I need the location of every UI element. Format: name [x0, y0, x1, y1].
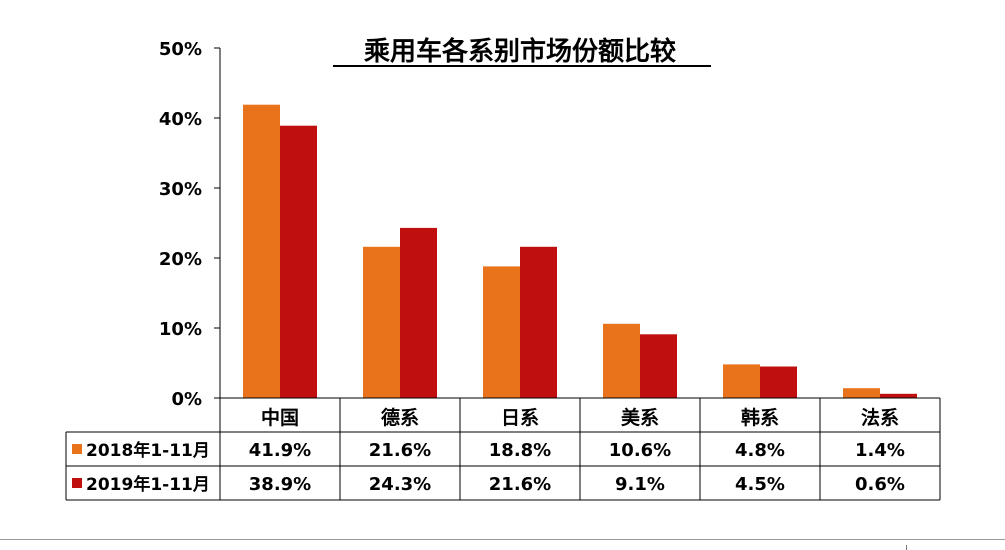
- x-tick-label: 法系: [861, 406, 899, 429]
- data-label: 18.8%: [489, 440, 551, 461]
- x-tick-label: 韩系: [741, 406, 779, 429]
- data-label: 1.4%: [855, 440, 905, 461]
- data-label: 21.6%: [489, 474, 551, 495]
- bottom-divider: [0, 539, 1005, 540]
- legend-swatch: [72, 444, 82, 454]
- bar-2018: [483, 266, 520, 398]
- bar-2019: [400, 227, 437, 398]
- y-tick-label: 10%: [159, 319, 202, 340]
- y-tick-label: 50%: [159, 39, 202, 60]
- x-tick-label: 美系: [621, 406, 659, 429]
- chart-title: 乘用车各系别市场份额比较: [363, 36, 676, 67]
- legend-label: 2019年1-11月: [86, 474, 210, 495]
- bar-2018: [243, 104, 280, 398]
- bar-2018: [843, 388, 880, 398]
- data-label: 41.9%: [249, 440, 311, 461]
- plot-area: 0% 10% 20% 30% 40% 50%: [159, 39, 917, 410]
- data-label: 21.6%: [369, 440, 431, 461]
- bar-2019: [280, 125, 317, 398]
- data-label: 4.5%: [735, 474, 785, 495]
- x-tick-label: 德系: [381, 406, 419, 429]
- bar-2018: [723, 364, 760, 398]
- bar-2019: [760, 366, 797, 398]
- bar-2019: [880, 393, 917, 398]
- y-tick-label: 20%: [159, 249, 202, 270]
- data-label: 0.6%: [855, 474, 905, 495]
- bottom-tick-mark: [906, 545, 907, 550]
- legend-label: 2018年1-11月: [86, 440, 210, 461]
- legend-swatch: [72, 478, 82, 488]
- y-tick-label: 40%: [159, 109, 202, 130]
- bar-2019: [640, 334, 677, 398]
- bar-2019: [520, 246, 557, 398]
- data-table: 中国 德系 日系 美系 韩系 法系 2018年1-11月 41.9% 21.6% 18.8% 10.…: [65, 397, 941, 501]
- data-label: 10.6%: [609, 440, 671, 461]
- data-label: 38.9%: [249, 474, 311, 495]
- x-tick-label: 中国: [261, 406, 299, 429]
- y-tick-label: 0%: [171, 389, 202, 410]
- bar-2018: [603, 323, 640, 398]
- data-label: 9.1%: [615, 474, 665, 495]
- data-label: 4.8%: [735, 440, 785, 461]
- x-tick-label: 日系: [501, 407, 539, 429]
- data-label: 24.3%: [369, 474, 431, 495]
- y-tick-label: 30%: [159, 179, 202, 200]
- bar-2018: [363, 246, 400, 398]
